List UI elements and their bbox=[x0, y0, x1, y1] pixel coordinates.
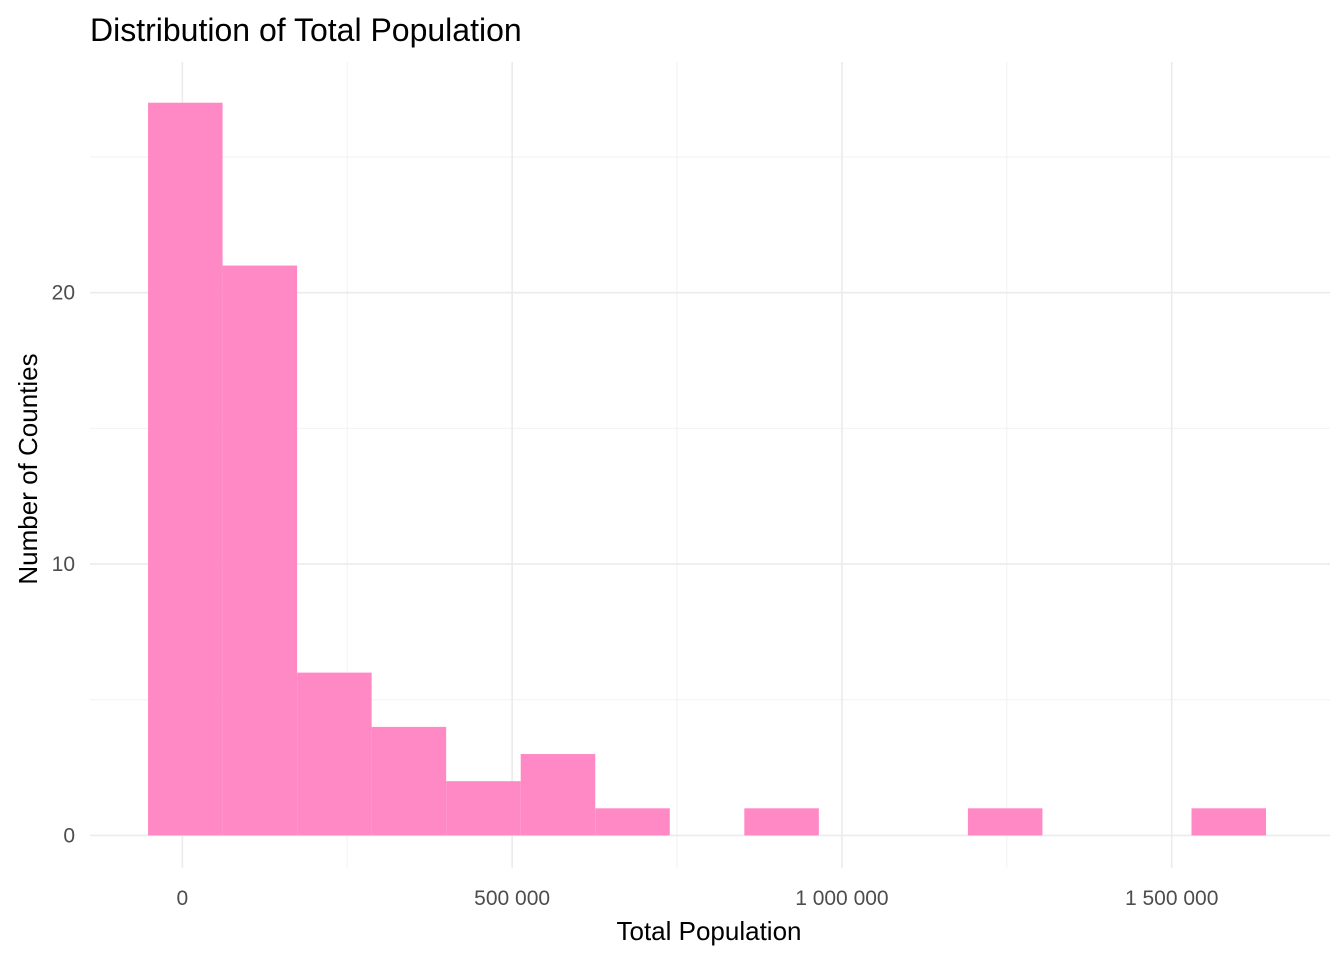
histogram-bar bbox=[967, 808, 1043, 836]
y-tick-label: 20 bbox=[52, 282, 75, 305]
histogram-bar bbox=[222, 265, 298, 836]
histogram-bars bbox=[148, 102, 1267, 836]
histogram-bar bbox=[446, 781, 521, 836]
histogram-bar bbox=[371, 726, 447, 836]
x-tick-label: 0 bbox=[176, 887, 188, 910]
histogram-bar bbox=[148, 102, 223, 836]
chart-title: Distribution of Total Population bbox=[90, 12, 522, 48]
x-tick-label: 1 000 000 bbox=[795, 887, 888, 910]
y-tick-label: 10 bbox=[52, 553, 75, 576]
y-axis-tick-labels: 0 10 20 bbox=[52, 282, 75, 848]
x-tick-label: 500 000 bbox=[474, 887, 550, 910]
y-axis-title: Number of Counties bbox=[13, 353, 43, 584]
histogram-bar bbox=[297, 672, 372, 836]
x-axis-title: Total Population bbox=[616, 916, 801, 946]
histogram-bar bbox=[744, 808, 819, 836]
histogram-bar bbox=[595, 808, 670, 836]
x-tick-label: 1 500 000 bbox=[1125, 887, 1218, 910]
x-axis-tick-labels: 0 500 000 1 000 000 1 500 000 bbox=[176, 887, 1218, 910]
histogram-bar bbox=[1191, 808, 1267, 836]
histogram-bar bbox=[520, 754, 596, 836]
y-tick-label: 0 bbox=[63, 824, 75, 847]
